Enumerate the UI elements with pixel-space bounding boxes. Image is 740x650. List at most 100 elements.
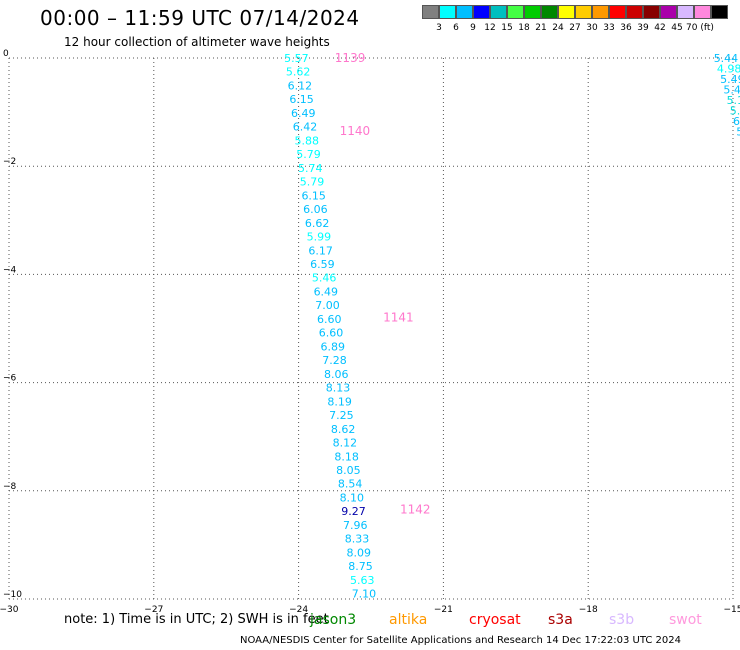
satellite-label-swot: swot — [669, 612, 702, 628]
legend-swatch — [711, 5, 728, 19]
legend-label: 3 — [436, 23, 442, 33]
wave-height-value: 5.79 — [300, 176, 325, 189]
wave-height-value: 7.25 — [329, 409, 354, 422]
wave-height-value: 7.28 — [322, 354, 347, 367]
legend-label: 27 — [569, 23, 581, 33]
pass-time-label: 1140 — [340, 124, 371, 138]
legend-swatch — [677, 5, 694, 19]
wave-height-value: 9.27 — [341, 505, 366, 518]
wave-height-value: 8.12 — [333, 437, 358, 450]
legend-swatch — [507, 5, 524, 19]
legend-swatch — [626, 5, 643, 19]
wave-height-value: 6.06 — [303, 203, 328, 216]
wave-height-value: 5.19 — [730, 105, 740, 118]
legend-label: 70 (ft) — [686, 23, 714, 33]
satellite-label-s3a: s3a — [548, 612, 573, 628]
wave-height-value: 8.05 — [336, 464, 361, 477]
x-tick-label: −15 — [724, 605, 740, 615]
wave-height-value: 8.09 — [346, 546, 371, 559]
wave-height-value: 6.60 — [317, 313, 342, 326]
wave-height-value: 6.12 — [288, 79, 313, 92]
legend-swatch — [609, 5, 626, 19]
legend-label: 12 — [484, 23, 496, 33]
legend-label: 15 — [501, 23, 513, 33]
y-tick-label: −10 — [3, 590, 22, 600]
wave-height-value: 5.88 — [295, 134, 320, 147]
legend-label: 21 — [535, 23, 547, 33]
wave-height-value: 6.62 — [305, 217, 330, 230]
legend-swatch — [541, 5, 558, 19]
wave-height-value: 8.13 — [326, 382, 351, 395]
wave-height-value: 6.60 — [319, 327, 344, 340]
satellite-label-cryosat: cryosat — [469, 612, 521, 628]
pass-time-label: 1141 — [383, 311, 414, 325]
y-tick-label: 0 — [3, 49, 9, 59]
wave-height-value: 5.44 — [723, 84, 740, 97]
wave-height-value: 6.15 — [289, 93, 314, 106]
wave-height-value: 6.49 — [314, 285, 339, 298]
satellite-label-jason3: jason3 — [310, 612, 357, 628]
y-tick-label: −4 — [3, 265, 17, 275]
legend-swatch — [422, 5, 439, 19]
legend-swatch — [575, 5, 592, 19]
wave-height-value: 8.18 — [334, 450, 359, 463]
legend-label: 45 — [671, 23, 683, 33]
wave-height-value: 7.10 — [352, 588, 377, 601]
legend-swatch — [439, 5, 456, 19]
wave-height-value: 8.19 — [327, 395, 352, 408]
x-tick-label: −21 — [434, 605, 453, 615]
legend-label: 39 — [637, 23, 649, 33]
wave-height-value: 5.43 — [736, 126, 740, 139]
chart-title: 00:00 – 11:59 UTC 07/14/2024 — [40, 6, 360, 30]
x-tick-label: −24 — [289, 605, 308, 615]
note-text: note: 1) Time is in UTC; 2) SWH is in fe… — [64, 612, 329, 627]
legend-label: 42 — [654, 23, 666, 33]
pass-time-label: 1139 — [335, 51, 366, 65]
legend-swatch — [558, 5, 575, 19]
wave-height-value: 6.15 — [301, 189, 326, 202]
legend-swatch — [660, 5, 677, 19]
y-tick-label: −2 — [3, 157, 16, 167]
legend-label: 9 — [470, 23, 476, 33]
wave-height-value: 6.42 — [293, 121, 318, 134]
wave-height-value: 6.59 — [310, 258, 335, 271]
wave-height-value: 8.75 — [348, 560, 373, 573]
x-tick-label: −30 — [0, 605, 19, 615]
wave-height-value: 5.74 — [298, 162, 323, 175]
chart-subtitle: 12 hour collection of altimeter wave hei… — [64, 35, 330, 49]
legend-swatch — [456, 5, 473, 19]
y-tick-label: −6 — [3, 374, 17, 384]
wave-height-value: 5.63 — [350, 574, 375, 587]
legend-swatch — [694, 5, 711, 19]
wave-height-value: 8.10 — [340, 491, 365, 504]
wave-height-value: 5.79 — [296, 148, 321, 161]
satellite-label-s3b: s3b — [609, 612, 635, 628]
legend-label: 6 — [453, 23, 459, 33]
satellite-label-altika: altika — [389, 612, 428, 628]
x-tick-label: −18 — [579, 605, 598, 615]
wave-height-value: 5.62 — [286, 66, 311, 79]
legend-label: 24 — [552, 23, 564, 33]
wave-height-value: 5.57 — [284, 52, 309, 65]
legend-swatch — [524, 5, 541, 19]
footer-credit: NOAA/NESDIS Center for Satellite Applica… — [240, 635, 682, 646]
legend-swatch — [592, 5, 609, 19]
legend-swatch — [490, 5, 507, 19]
wave-height-value: 8.33 — [345, 533, 370, 546]
x-tick-label: −27 — [144, 605, 163, 615]
legend-swatch — [473, 5, 490, 19]
legend-label: 36 — [620, 23, 632, 33]
wave-height-value: 6.89 — [321, 340, 346, 353]
wave-height-value: 7.00 — [315, 299, 340, 312]
wave-height-value: 4.98 — [717, 63, 740, 76]
wave-height-value: 5.46 — [312, 272, 337, 285]
y-tick-label: −8 — [3, 482, 17, 492]
legend-label: 33 — [603, 23, 615, 33]
wave-height-value: 6.03 — [733, 115, 740, 128]
wave-height-value: 8.54 — [338, 478, 363, 491]
wave-height-value: 5.44 — [714, 52, 739, 65]
wave-height-value: 5.99 — [307, 231, 332, 244]
wave-height-value: 7.96 — [343, 519, 368, 532]
wave-height-value: 5.49 — [720, 73, 740, 86]
